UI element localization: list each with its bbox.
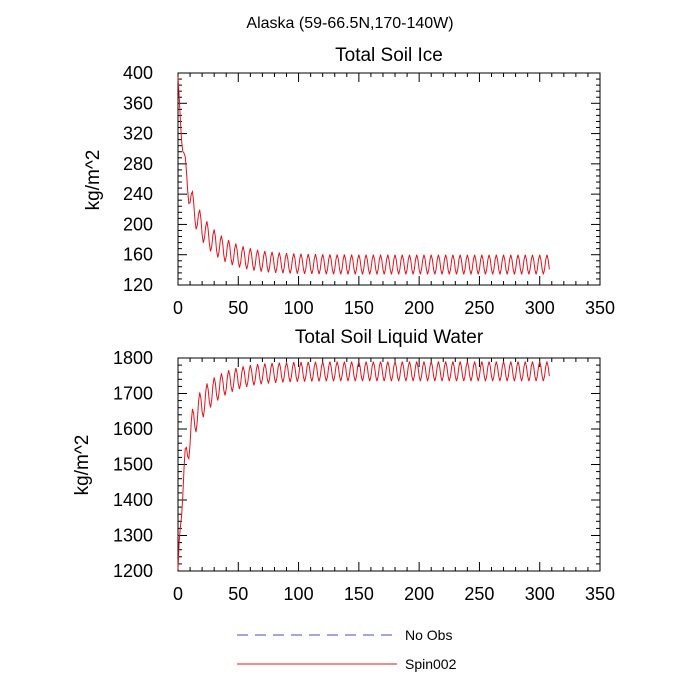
y-tick-label: 1600 xyxy=(113,419,153,439)
x-tick-label: 250 xyxy=(464,584,494,604)
panel-total-soil-ice: Total Soil Ice kg/m^2 0 50 100 150 200 250 300… xyxy=(83,45,615,318)
y-axis-label-liquid-water: kg/m^2 xyxy=(72,435,93,496)
axis-tick-labels-soil-ice: 0 50 100 150 200 250 300 350 120 160 200 240 280 320 3… xyxy=(123,63,615,318)
y-tick-label: 400 xyxy=(123,63,153,83)
y-tick-label: 1700 xyxy=(113,384,153,404)
y-tick-label: 1400 xyxy=(113,490,153,510)
y-tick-label: 1200 xyxy=(113,561,153,581)
legend-label-spin002: Spin002 xyxy=(405,656,457,672)
suptitle: Alaska (59-66.5N,170-140W) xyxy=(246,15,453,32)
x-tick-label: 300 xyxy=(525,584,555,604)
series-line-spin002-liquid-water xyxy=(177,361,550,570)
axis-tick-labels-liquid-water: 0 50 100 150 200 250 300 350 1200 1300 1400 1500 160… xyxy=(113,348,615,604)
panel-total-soil-liquid-water: Total Soil Liquid Water kg/m^2 0 50 100 150… xyxy=(72,327,615,604)
y-tick-label: 1300 xyxy=(113,526,153,546)
axis-ticks-liquid-water xyxy=(177,357,601,572)
x-tick-label: 0 xyxy=(173,584,183,604)
y-tick-label: 200 xyxy=(123,214,153,234)
y-tick-label: 1500 xyxy=(113,455,153,475)
legend-label-no-obs: No Obs xyxy=(405,627,452,643)
x-tick-label: 200 xyxy=(404,298,434,318)
plot-frame-liquid-water xyxy=(177,357,601,572)
y-tick-label: 1800 xyxy=(113,348,153,368)
series-line-spin002-soil-ice xyxy=(177,76,550,275)
x-tick-label: 150 xyxy=(344,298,374,318)
y-tick-label: 240 xyxy=(123,184,153,204)
y-tick-label: 320 xyxy=(123,124,153,144)
legend: No Obs Spin002 xyxy=(237,627,457,672)
x-tick-label: 350 xyxy=(585,584,615,604)
plot-frame-soil-ice xyxy=(177,72,601,286)
panel-title-liquid-water: Total Soil Liquid Water xyxy=(295,327,484,348)
y-tick-label: 280 xyxy=(123,154,153,174)
x-tick-label: 250 xyxy=(464,298,494,318)
x-tick-label: 200 xyxy=(404,584,434,604)
y-tick-label: 120 xyxy=(123,275,153,295)
x-tick-label: 0 xyxy=(173,298,183,318)
x-tick-label: 50 xyxy=(228,298,248,318)
x-tick-label: 300 xyxy=(525,298,555,318)
y-axis-label-soil-ice: kg/m^2 xyxy=(83,150,104,211)
x-tick-label: 350 xyxy=(585,298,615,318)
x-tick-label: 100 xyxy=(284,584,314,604)
y-tick-label: 360 xyxy=(123,93,153,113)
y-tick-label: 160 xyxy=(123,245,153,265)
axis-ticks-soil-ice xyxy=(177,72,601,286)
panel-title-soil-ice: Total Soil Ice xyxy=(335,45,443,66)
x-tick-label: 100 xyxy=(284,298,314,318)
x-tick-label: 50 xyxy=(228,584,248,604)
x-tick-label: 150 xyxy=(344,584,374,604)
